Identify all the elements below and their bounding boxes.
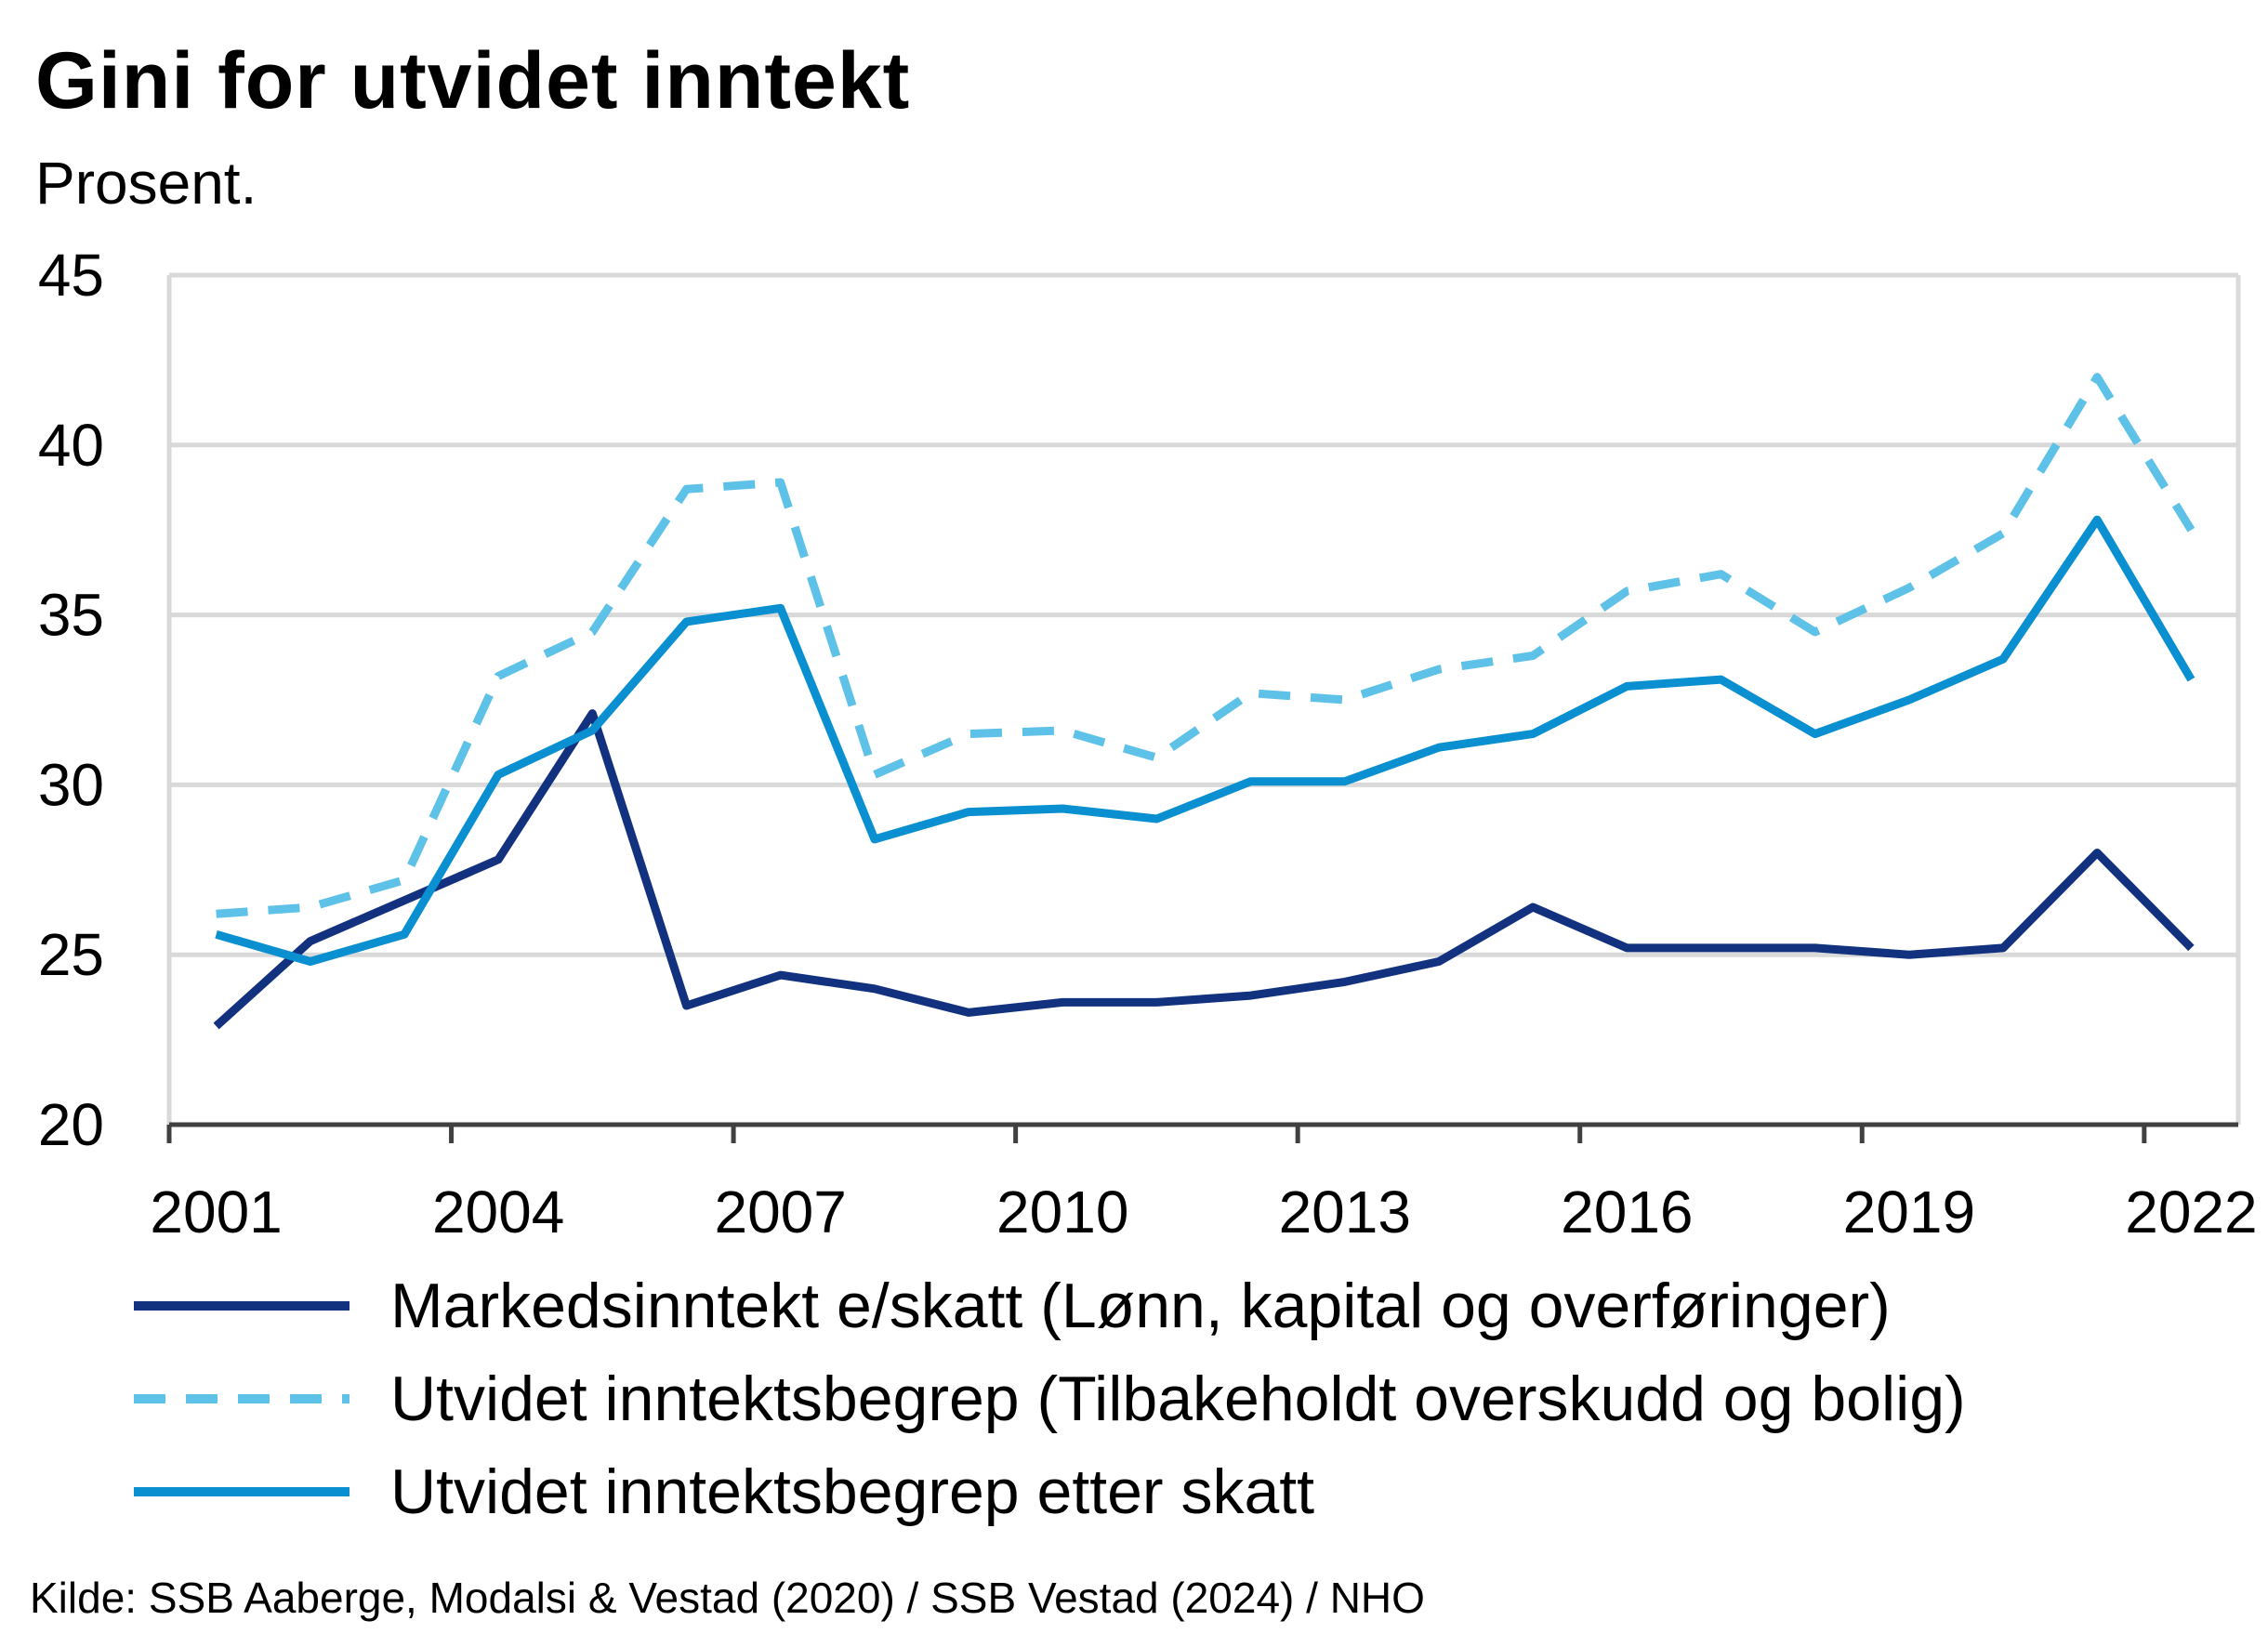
- x-tick-labels: 2001 2004 2007 2010 2013 2016 2019 2022: [150, 1179, 2257, 1245]
- y-tick-label: 40: [38, 412, 104, 479]
- x-tick-label: 2001: [150, 1179, 282, 1245]
- x-tick-label: 2022: [2125, 1179, 2257, 1245]
- legend-item: Markedsinntekt e/skatt (Lønn, kapital og…: [130, 1259, 1966, 1352]
- x-tick-label: 2010: [996, 1179, 1128, 1245]
- x-tick-label: 2013: [1279, 1179, 1411, 1245]
- gridlines: [166, 272, 2241, 1125]
- x-tick-label: 2019: [1843, 1179, 1975, 1245]
- y-tick-labels: 20 25 30 35 40 45: [38, 242, 104, 1158]
- source-note: Kilde: SSB Aaberge, Modalsi & Vestad (20…: [30, 1574, 1425, 1622]
- series-line-1: [213, 709, 2195, 1030]
- chart-title: Gini for utvidet inntekt: [35, 36, 911, 125]
- x-tick-label: 2004: [432, 1179, 564, 1245]
- legend-swatch: [134, 1394, 349, 1403]
- legend: Markedsinntekt e/skatt (Lønn, kapital og…: [130, 1259, 1966, 1538]
- y-tick-label: 45: [38, 242, 104, 309]
- axes: [166, 1122, 2238, 1143]
- legend-swatch: [134, 1301, 349, 1311]
- series-line-3: [215, 515, 2195, 966]
- y-tick-label: 20: [38, 1091, 104, 1158]
- legend-swatch: [134, 1487, 349, 1496]
- x-tick-label: 2007: [714, 1179, 846, 1245]
- chart-subtitle: Prosent.: [35, 150, 257, 217]
- legend-label: Markedsinntekt e/skatt (Lønn, kapital og…: [390, 1271, 1891, 1341]
- legend-label: Utvidet inntektsbegrep etter skatt: [390, 1456, 1315, 1527]
- x-tick-label: 2016: [1561, 1179, 1693, 1245]
- y-tick-label: 30: [38, 751, 104, 818]
- y-tick-label: 25: [38, 921, 104, 988]
- legend-item: Utvidet inntektsbegrep etter skatt: [130, 1445, 1966, 1538]
- legend-label: Utvidet inntektsbegrep (Tilbakeholdt ove…: [390, 1364, 1966, 1434]
- y-tick-label: 35: [38, 582, 104, 649]
- legend-item: Utvidet inntektsbegrep (Tilbakeholdt ove…: [130, 1352, 1966, 1445]
- series-line-2: [216, 373, 2195, 918]
- series-lines: [213, 373, 2195, 1030]
